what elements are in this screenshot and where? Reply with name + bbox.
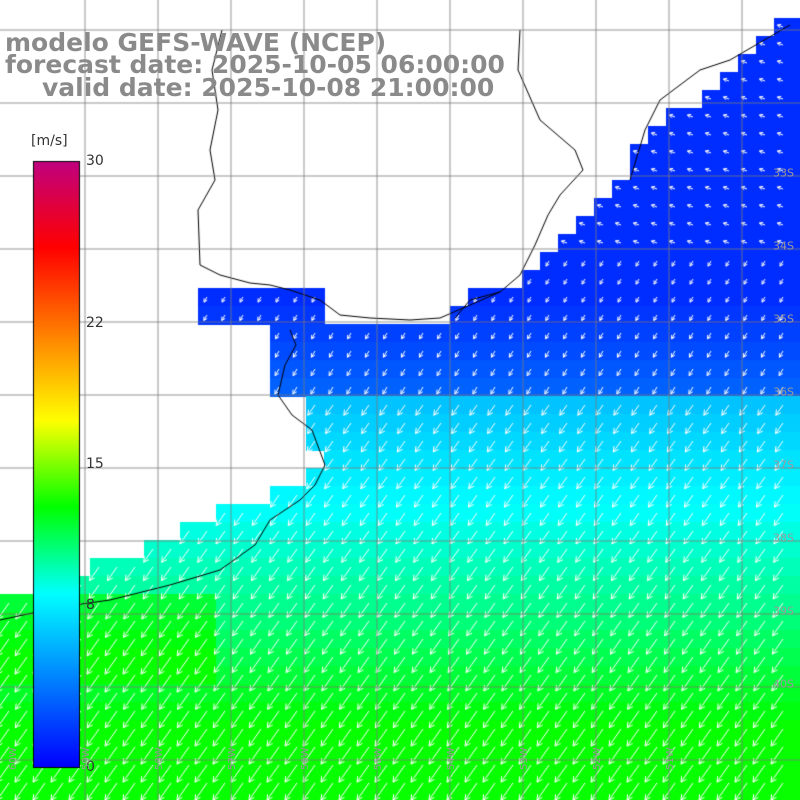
longitude-label: 57W	[227, 747, 238, 770]
colorbar-tick-label: 15	[86, 456, 104, 472]
latitude-label: 38S	[773, 531, 794, 545]
colorbar-tick-label: 30	[86, 153, 104, 169]
longitude-label: 54W	[446, 747, 457, 770]
latitude-label: 36S	[773, 385, 794, 399]
latitude-label: 34S	[773, 239, 794, 253]
colorbar-tick-label: 8	[86, 597, 95, 614]
latitude-label: 40S	[773, 677, 794, 691]
latitude-label: 37S	[773, 458, 794, 472]
longitude-label: 56W	[300, 747, 311, 770]
forecast-date: forecast date: 2025-10-05 06:00:00	[5, 50, 505, 79]
longitude-label: 58W	[154, 747, 165, 770]
longitude-label: 51W	[665, 747, 676, 770]
latitude-label: 35S	[773, 312, 794, 326]
valid-date: valid date: 2025-10-08 21:00:00	[42, 73, 495, 102]
longitude-label: 59W	[81, 747, 92, 770]
longitude-label: 52W	[592, 747, 603, 770]
longitude-label: 60W	[8, 747, 19, 770]
model-title: modelo GEFS-WAVE (NCEP)	[5, 28, 387, 57]
colorbar-tick-label: 22	[86, 314, 104, 331]
longitude-label: 53W	[519, 747, 530, 770]
latitude-label: 39S	[773, 604, 794, 618]
latitude-label: 33S	[773, 166, 794, 180]
colorbar-units: [m/s]	[31, 133, 68, 149]
colorbar-tick-label: 0	[86, 759, 95, 775]
longitude-label: 55W	[373, 747, 384, 770]
